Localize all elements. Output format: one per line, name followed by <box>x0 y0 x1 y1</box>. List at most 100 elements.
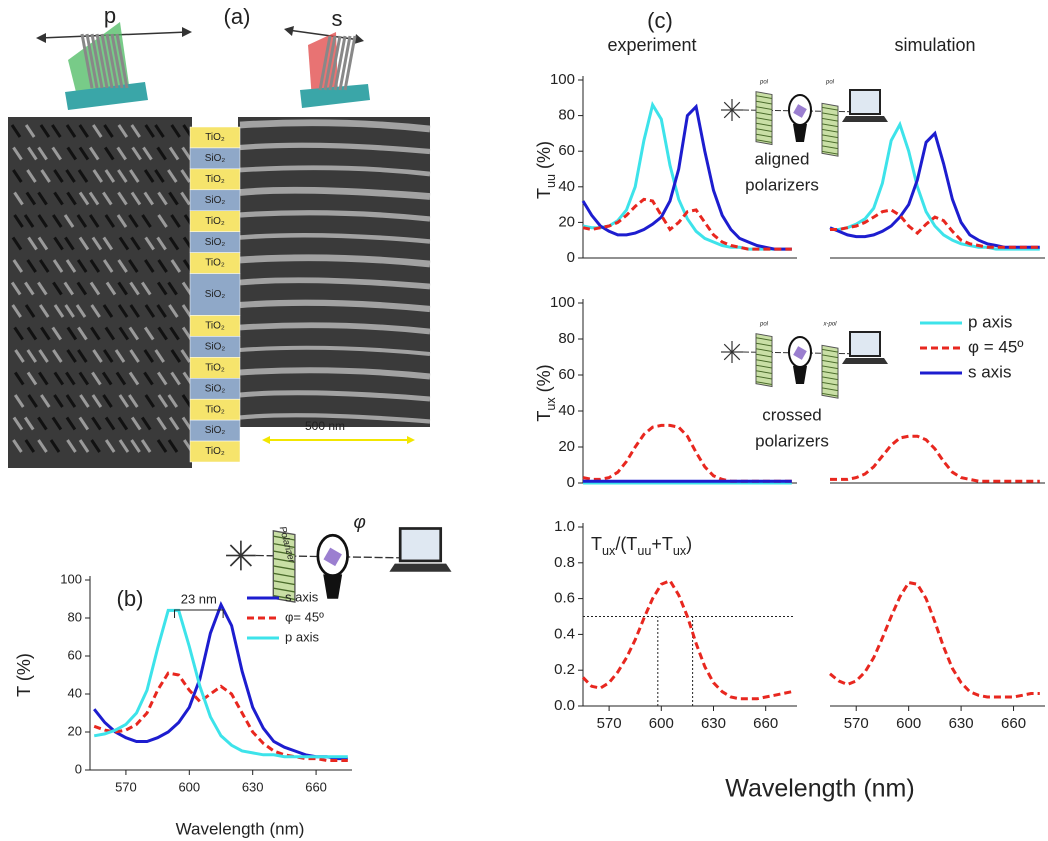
y-tick-label: 20 <box>68 723 82 738</box>
layer-label: SiO₂ <box>205 425 226 436</box>
legend-label: φ= 45º <box>285 609 324 624</box>
layer-label: SiO₂ <box>205 153 226 164</box>
panel-label: (c) <box>647 8 673 33</box>
laptop <box>850 332 880 356</box>
text-part: T <box>534 411 554 422</box>
polarization-label: s <box>332 6 343 31</box>
light-source <box>724 110 732 118</box>
panel-label: (a) <box>224 4 251 29</box>
light-source <box>241 545 252 556</box>
layer-label: TiO₂ <box>205 321 225 332</box>
y-axis-title: Tux (%) <box>534 364 559 421</box>
figure: (a) p s (b) (c) experiment simulation Wa… <box>0 0 1048 841</box>
annotation: polarizers <box>745 175 819 194</box>
light-source <box>724 352 732 360</box>
setup-schematic: pol x-pol <box>721 322 888 399</box>
y-tick-label: 20 <box>558 438 575 455</box>
y-tick-label: 100 <box>60 571 82 586</box>
text-part: (%) <box>534 364 554 397</box>
x-tick-label: 660 <box>305 779 327 794</box>
x-tick-label: 660 <box>1001 715 1026 732</box>
layer-label: SiO₂ <box>205 195 226 206</box>
panel-label: (b) <box>117 586 144 611</box>
data-line <box>830 133 1040 247</box>
light-source <box>732 352 740 360</box>
y-tick-label: 20 <box>558 213 575 230</box>
light-source <box>732 110 740 118</box>
laptop <box>842 358 888 364</box>
annotation: Tux/(Tuu+Tux) <box>591 534 692 559</box>
laptop <box>850 90 880 114</box>
legend-label: φ = 45º <box>968 337 1024 356</box>
text-part: T <box>534 188 554 199</box>
inset-label: pol <box>759 80 769 86</box>
text-part: T <box>14 686 34 697</box>
data-line <box>830 210 1040 247</box>
y-tick-label: 80 <box>68 609 82 624</box>
sample-mount <box>793 124 807 142</box>
y-tick-label: 40 <box>558 178 575 195</box>
setup-schematic: Polarizerφ <box>226 512 451 602</box>
annotation: aligned <box>755 149 810 168</box>
y-tick-label: 60 <box>558 142 575 159</box>
y-tick-label: 40 <box>68 685 82 700</box>
text-part: +T <box>651 534 673 554</box>
inset-label: pol <box>759 322 769 328</box>
layer-label: SiO₂ <box>205 289 226 300</box>
y-tick-label: 80 <box>558 330 575 347</box>
data-line <box>830 583 1040 698</box>
y-tick-label: 0 <box>567 249 575 266</box>
x-tick-label: 600 <box>649 715 674 732</box>
laptop <box>400 529 441 561</box>
y-tick-label: 0.8 <box>554 554 575 571</box>
x-tick-label: 660 <box>753 715 778 732</box>
sample-mount <box>323 574 342 598</box>
y-axis-title: Tuu (%) <box>534 141 559 199</box>
layer-label: TiO₂ <box>205 446 225 457</box>
light-source <box>724 344 732 352</box>
layer-label: TiO₂ <box>205 216 225 227</box>
legend-label: p axis <box>285 629 319 644</box>
layer-label: TiO₂ <box>205 404 225 415</box>
light-source <box>724 102 732 110</box>
inset-label: φ <box>354 512 366 533</box>
y-tick-label: 1.0 <box>554 518 575 535</box>
inset-label: x-pol <box>822 322 837 328</box>
y-tick-label: 0 <box>75 761 82 776</box>
laptop <box>389 564 451 572</box>
text-part: ux <box>544 397 558 411</box>
y-axis-title: T (%) <box>14 653 34 697</box>
light-source <box>230 545 241 556</box>
text-part: (%) <box>534 141 554 174</box>
x-tick-label: 570 <box>115 779 137 794</box>
y-tick-label: 0.6 <box>554 590 575 607</box>
x-tick-label: 570 <box>597 715 622 732</box>
sample-mount <box>793 366 807 384</box>
y-tick-label: 40 <box>558 402 575 419</box>
legend-label: s axis <box>968 362 1011 381</box>
text-part: uu <box>637 544 651 558</box>
light-source <box>241 556 252 567</box>
y-tick-label: 80 <box>558 107 575 124</box>
x-tick-label: 600 <box>178 779 200 794</box>
scale-bar-label: 500 nm <box>305 419 345 433</box>
polarization-label: p <box>104 3 116 28</box>
data-line <box>583 581 792 699</box>
legend-label: p axis <box>968 312 1012 331</box>
layer-label: SiO₂ <box>205 237 226 248</box>
annotation: 23 nm <box>181 591 217 606</box>
page: { "panel_a": {"label": "(a)", "p": "p", … <box>0 0 1048 841</box>
x-tick-label: 570 <box>844 715 869 732</box>
layer-label: SiO₂ <box>205 383 226 394</box>
x-tick-label: 600 <box>896 715 921 732</box>
text-part: ux <box>602 544 616 558</box>
text-part: T <box>591 534 602 554</box>
inset-label: pol <box>825 80 835 86</box>
x-tick-label: 630 <box>242 779 264 794</box>
light-source <box>732 102 740 110</box>
text-part: uu <box>544 174 558 188</box>
text-part: /(T <box>615 534 637 554</box>
setup-schematic: pol pol <box>721 80 888 157</box>
layer-label: TiO₂ <box>205 132 225 143</box>
y-tick-label: 0.2 <box>554 661 575 678</box>
